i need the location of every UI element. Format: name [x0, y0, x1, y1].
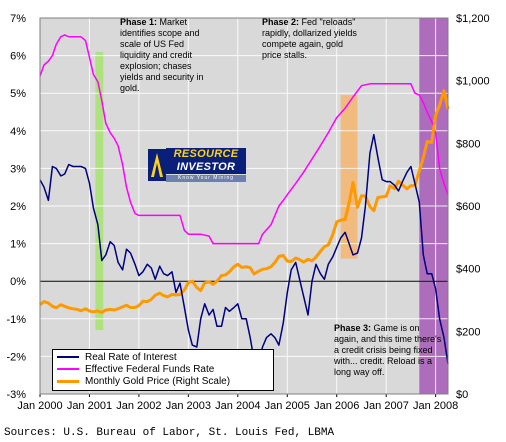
y-left-tick-label: 3%	[10, 163, 26, 175]
y-right-tick-label: $1,200	[456, 13, 490, 25]
y-left-tick-label: 1%	[10, 239, 26, 251]
legend-swatch-gold	[57, 379, 79, 383]
legend-swatch-real-rate	[57, 356, 79, 359]
phase3-text: Game is on again, and this time there's …	[334, 323, 442, 377]
phase1-region	[95, 51, 104, 331]
resource-investor-logo: RESOURCE INVESTOR Know Your Mining	[148, 148, 246, 182]
legend-item-fed-funds: Effective Federal Funds Rate	[57, 364, 214, 376]
y-left-tick-label: -2%	[6, 351, 26, 363]
y-right-tick-label: $1,000	[456, 76, 490, 88]
legend-label-gold: Monthly Gold Price (Right Scale)	[85, 376, 231, 387]
legend-label-real-rate: Real Rate of Interest	[85, 352, 177, 363]
y-left-tick-label: 4%	[10, 126, 26, 138]
x-tick-label: Jan 2004	[215, 400, 260, 412]
phase1-annotation: Phase 1: Market identifies scope and sca…	[120, 17, 216, 94]
logo-line2: INVESTOR	[166, 161, 246, 174]
y-right-tick-label: $0	[456, 389, 468, 401]
plot-frame	[39, 17, 449, 395]
x-tick-label: Jan 2006	[314, 400, 359, 412]
series-line-0	[39, 133, 449, 365]
phase3-annotation: Phase 3: Game is on again, and this time…	[334, 323, 446, 378]
series-line-1	[39, 34, 449, 245]
phase1-text: Market identifies scope and scale of US …	[120, 17, 204, 93]
axis-ticks: -3% -2% -1% 0% 1% 2% 3% 4% 5% 6% 7% $0 $200 $400 $600 $…	[6, 13, 489, 412]
logo-line1: RESOURCE	[166, 148, 246, 161]
series-lines	[39, 34, 450, 365]
chart-legend: Real Rate of Interest Effective Federal …	[52, 349, 274, 391]
x-tick-label: Jan 2003	[166, 400, 211, 412]
logo-mark-icon	[148, 149, 166, 181]
logo-line3: Know Your Mining	[166, 175, 246, 182]
series-line-2	[39, 89, 450, 314]
x-tick-label: Jan 2000	[17, 400, 62, 412]
legend-item-real-rate: Real Rate of Interest	[57, 352, 177, 364]
x-tick-label: Jan 2002	[116, 400, 161, 412]
source-note: Sources: U.S. Bureau of Labor, St. Louis…	[4, 427, 335, 439]
x-tick-label: Jan 2001	[67, 400, 112, 412]
y-left-tick-label: 6%	[10, 51, 26, 63]
legend-label-fed-funds: Effective Federal Funds Rate	[85, 364, 215, 375]
y-left-tick-label: -1%	[6, 314, 26, 326]
y-left-tick-label: 7%	[10, 13, 26, 25]
x-tick-label: Jan 2005	[265, 400, 310, 412]
phase2-text: Fed "reloads" rapidly, dollarized yields…	[262, 17, 357, 60]
legend-swatch-fed-funds	[57, 368, 79, 371]
legend-item-gold: Monthly Gold Price (Right Scale)	[57, 376, 230, 388]
phase1-title: Phase 1:	[120, 17, 158, 27]
y-left-tick-label: -3%	[6, 389, 26, 401]
y-left-tick-label: 0%	[10, 276, 26, 288]
x-tick-label: Jan 2007	[364, 400, 409, 412]
phase2-title: Phase 2:	[262, 17, 300, 27]
y-right-tick-label: $400	[456, 264, 480, 276]
y-right-tick-label: $800	[456, 138, 480, 150]
y-left-tick-label: 2%	[10, 201, 26, 213]
y-right-tick-label: $200	[456, 326, 480, 338]
phase2-annotation: Phase 2: Fed "reloads" rapidly, dollariz…	[262, 17, 358, 61]
phase3-title: Phase 3:	[334, 323, 372, 333]
y-left-tick-label: 5%	[10, 88, 26, 100]
x-tick-label: Jan 2008	[413, 400, 458, 412]
y-right-tick-label: $600	[456, 201, 480, 213]
